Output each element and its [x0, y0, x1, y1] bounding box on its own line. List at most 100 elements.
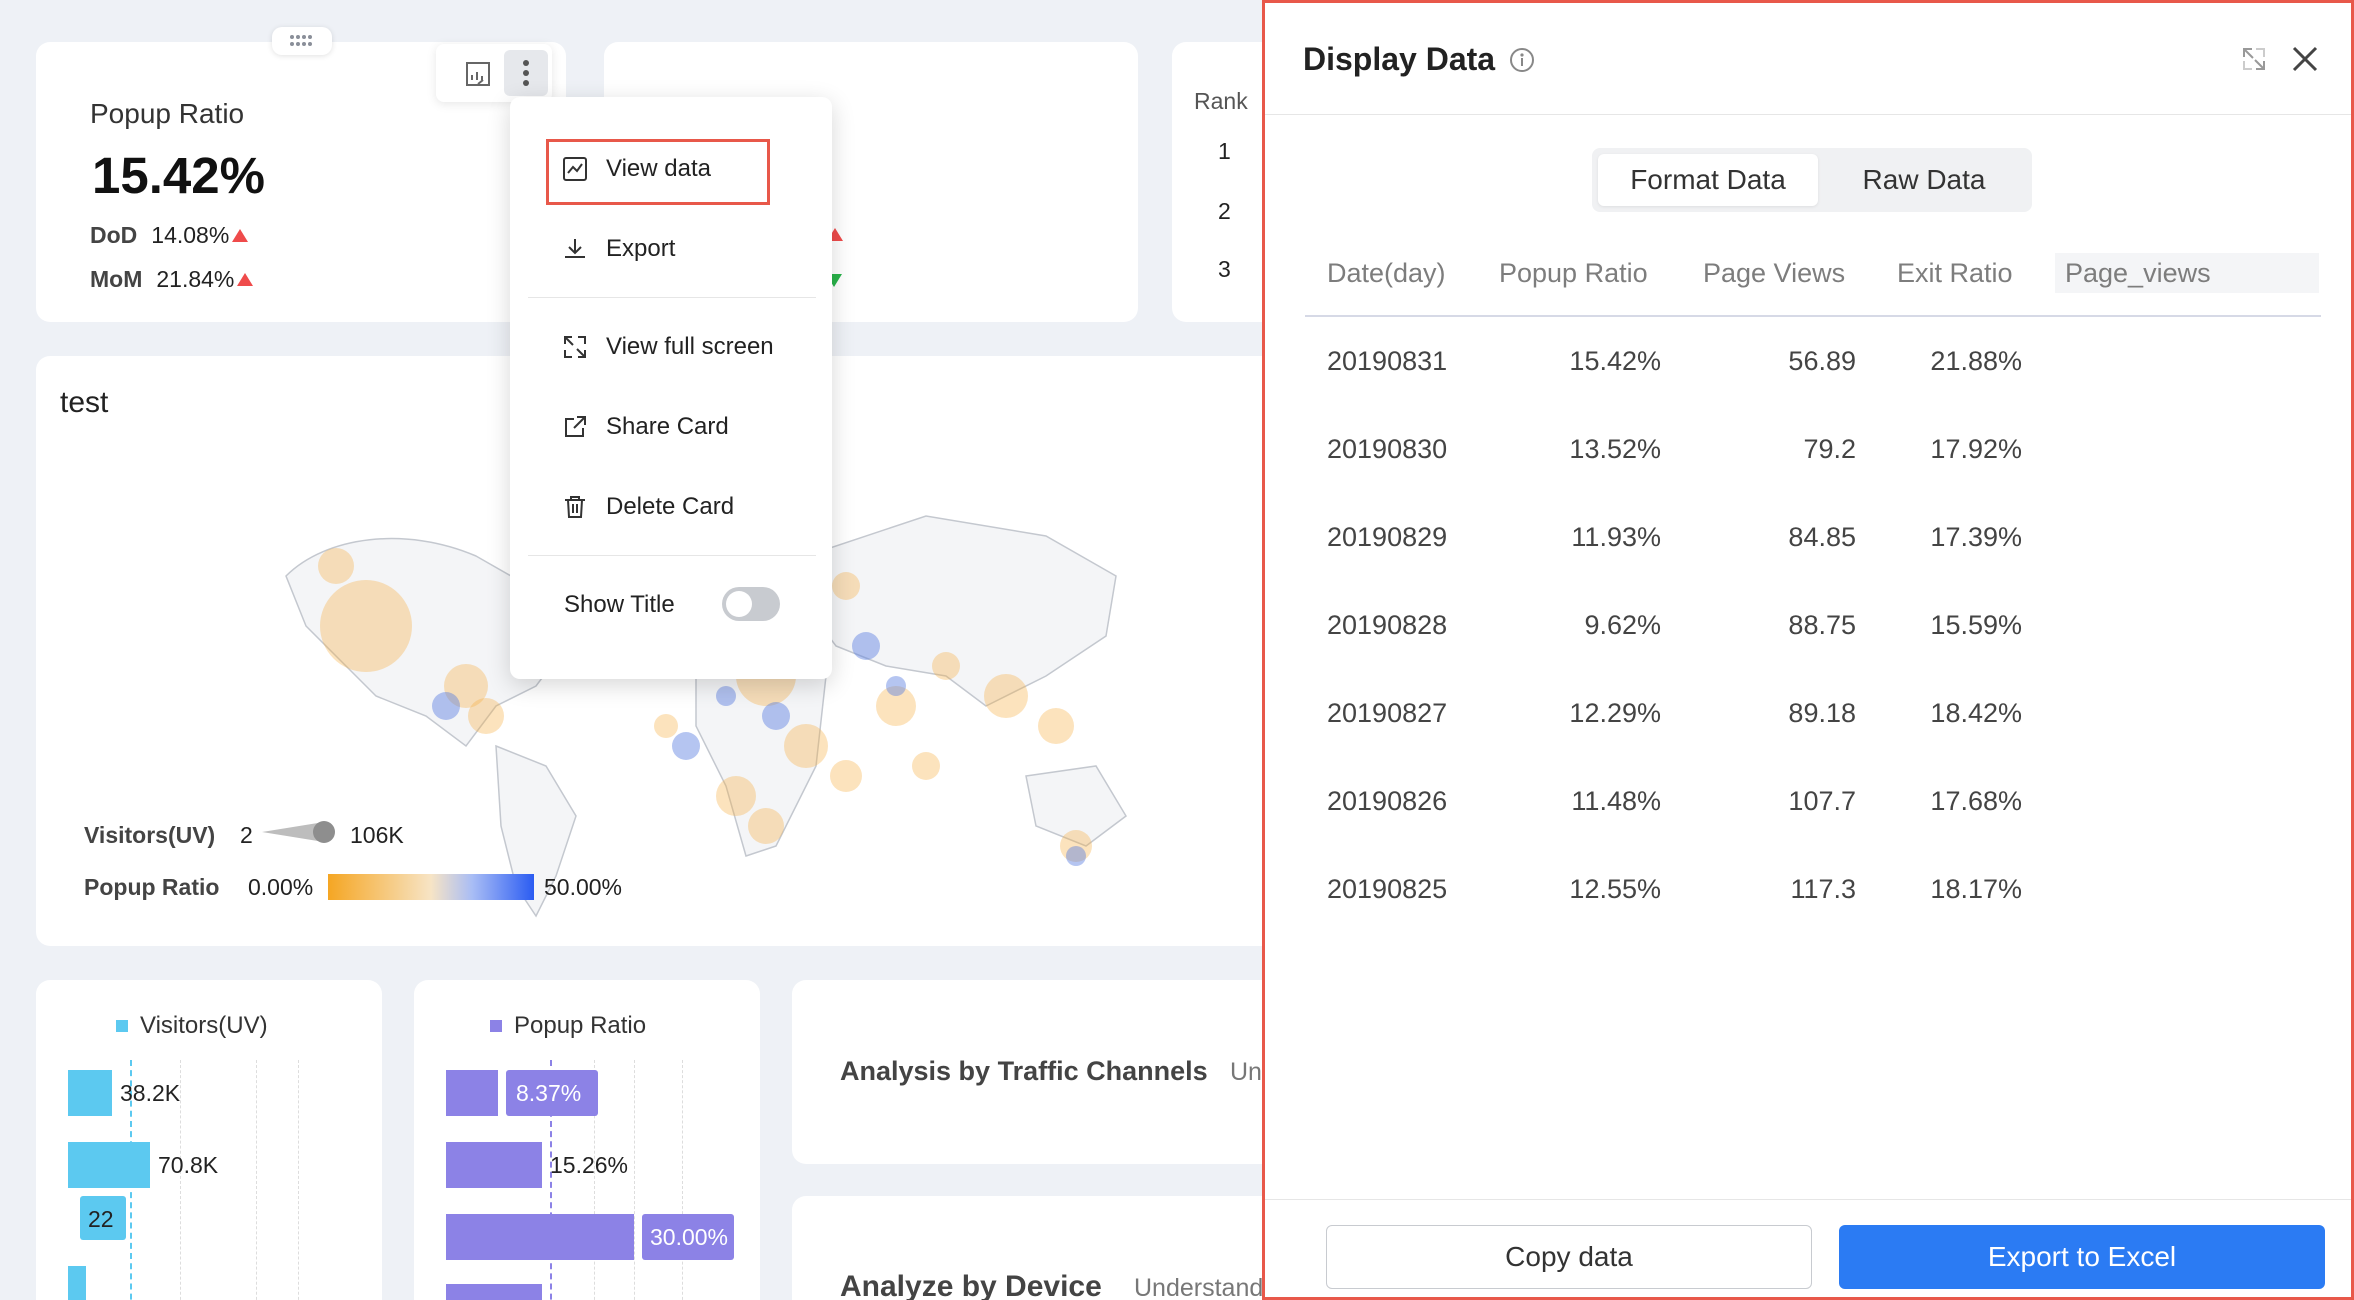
bar [68, 1266, 86, 1300]
card-drag-handle[interactable] [272, 27, 332, 55]
close-icon[interactable] [2289, 43, 2321, 75]
world-map [285, 515, 1127, 918]
bar-label: 30.00% [650, 1224, 729, 1250]
bar [446, 1214, 634, 1260]
cell-date: 20190831 [1327, 346, 1448, 376]
view-data-highlight [546, 139, 770, 205]
card-toolbar [436, 44, 552, 102]
column-header-popup-ratio[interactable]: Popup Ratio [1499, 258, 1648, 288]
size-legend-wedge-icon [262, 821, 335, 843]
bar [446, 1284, 542, 1300]
bar [446, 1070, 498, 1116]
show-title-toggle[interactable] [722, 587, 780, 621]
menu-delete-card[interactable]: Delete Card [562, 493, 734, 521]
cell-popup-ratio: 9.62% [1584, 610, 1661, 640]
share-icon [562, 414, 588, 440]
rank-header: Rank [1194, 88, 1248, 114]
legend-swatch [116, 1020, 128, 1032]
trend-up-icon [232, 229, 249, 242]
cell-exit-ratio: 18.42% [1930, 698, 2022, 728]
rank-2: 2 [1218, 198, 1231, 224]
traffic-card-title: Analysis by Traffic Channels [840, 1056, 1208, 1086]
dod-label: DoD [90, 222, 138, 248]
color-scale-bar [328, 874, 534, 900]
cell-exit-ratio: 18.17% [1930, 874, 2022, 904]
cell-page-views: 89.18 [1788, 698, 1856, 728]
cell-date: 20190825 [1327, 874, 1448, 904]
gridline [180, 1060, 181, 1300]
bar-card-1-legend: Visitors(UV) [140, 1012, 268, 1039]
cell-page-views: 84.85 [1788, 522, 1856, 552]
more-options-button[interactable] [504, 50, 548, 96]
menu-view-data[interactable]: View data [562, 155, 711, 183]
maximize-icon[interactable] [2240, 45, 2268, 73]
cell-popup-ratio: 12.29% [1569, 698, 1661, 728]
gridline [634, 1060, 635, 1300]
bar-label: 22 [88, 1206, 114, 1232]
bar-card-2-legend: Popup Ratio [514, 1012, 647, 1039]
bar-label: 8.37% [516, 1080, 582, 1106]
kpi-value: 15.42% [92, 147, 265, 204]
menu-export[interactable]: Export [562, 235, 675, 263]
cell-date: 20190828 [1327, 610, 1448, 640]
download-icon [562, 236, 588, 262]
menu-view-full-screen[interactable]: View full screen [562, 333, 774, 361]
device-card-title: Analyze by Device [840, 1270, 1102, 1300]
data-format-switch: Format Data Raw Data [1592, 148, 2032, 212]
map-card-title: test [60, 386, 109, 419]
bar [68, 1070, 112, 1116]
bar-card-popup-ratio: Popup Ratio 8.37% 15.26% 30.00% [414, 980, 760, 1300]
menu-share-card-label: Share Card [606, 413, 729, 440]
bar-label: 70.8K [158, 1152, 219, 1178]
copy-data-button[interactable]: Copy data [1326, 1225, 1812, 1289]
cell-date: 20190827 [1327, 698, 1448, 728]
panel-footer-divider [1265, 1199, 2351, 1200]
column-header-exit-ratio[interactable]: Exit Ratio [1897, 258, 2013, 288]
column-header-page-views[interactable]: Page Views [1703, 258, 1846, 288]
cell-date: 20190829 [1327, 522, 1448, 552]
menu-delete-card-label: Delete Card [606, 493, 735, 520]
cell-page-views: 107.7 [1788, 786, 1856, 816]
line-chart-icon [562, 156, 588, 182]
cell-page-views: 117.3 [1790, 874, 1856, 904]
menu-view-data-label: View data [606, 155, 711, 182]
column-header-page-views-raw[interactable]: Page_views [2065, 258, 2211, 288]
menu-divider [528, 297, 816, 298]
expand-icon [562, 334, 588, 360]
export-to-excel-button[interactable]: Export to Excel [1839, 1225, 2325, 1289]
bar-label: 38.2K [120, 1080, 181, 1106]
bar [446, 1142, 542, 1188]
tab-raw-data[interactable]: Raw Data [1862, 164, 1986, 195]
menu-share-card[interactable]: Share Card [562, 413, 729, 441]
cell-exit-ratio: 17.92% [1930, 434, 2022, 464]
cell-exit-ratio: 21.88% [1930, 346, 2022, 376]
legend-swatch [490, 1020, 502, 1032]
dod-value: 14.08% [151, 222, 230, 248]
menu-show-title: Show Title [564, 591, 675, 619]
chart-settings-icon[interactable] [464, 60, 492, 88]
table-header-divider [1305, 315, 2321, 317]
kpi-title: Popup Ratio [90, 98, 245, 129]
tab-format-data[interactable]: Format Data [1598, 154, 1818, 206]
cell-page-views: 56.89 [1788, 346, 1856, 376]
cell-exit-ratio: 15.59% [1930, 610, 2022, 640]
gridline [298, 1060, 299, 1300]
gridline [256, 1060, 257, 1300]
info-icon[interactable] [1509, 47, 1535, 73]
cell-exit-ratio: 17.39% [1930, 522, 2022, 552]
panel-header-divider [1265, 114, 2351, 115]
bar-label-tag [80, 1196, 126, 1240]
cell-date: 20190830 [1327, 434, 1448, 464]
more-vertical-icon [523, 60, 529, 86]
mom-value: 21.84% [156, 266, 235, 292]
traffic-channel-card: Analysis by Traffic Channels Und [792, 980, 1292, 1164]
kpi-mom: MoM 21.84% [90, 266, 254, 293]
column-header-date[interactable]: Date(day) [1327, 258, 1446, 288]
bar-card-visitors: Visitors(UV) 38.2K 70.8K 22 [36, 980, 382, 1300]
menu-export-label: Export [606, 235, 676, 262]
last-column-header-bg [2055, 253, 2319, 293]
rank-3: 3 [1218, 256, 1231, 282]
cell-date: 20190826 [1327, 786, 1448, 816]
cell-popup-ratio: 11.93% [1571, 522, 1661, 552]
panel-title: Display Data [1303, 41, 1496, 77]
